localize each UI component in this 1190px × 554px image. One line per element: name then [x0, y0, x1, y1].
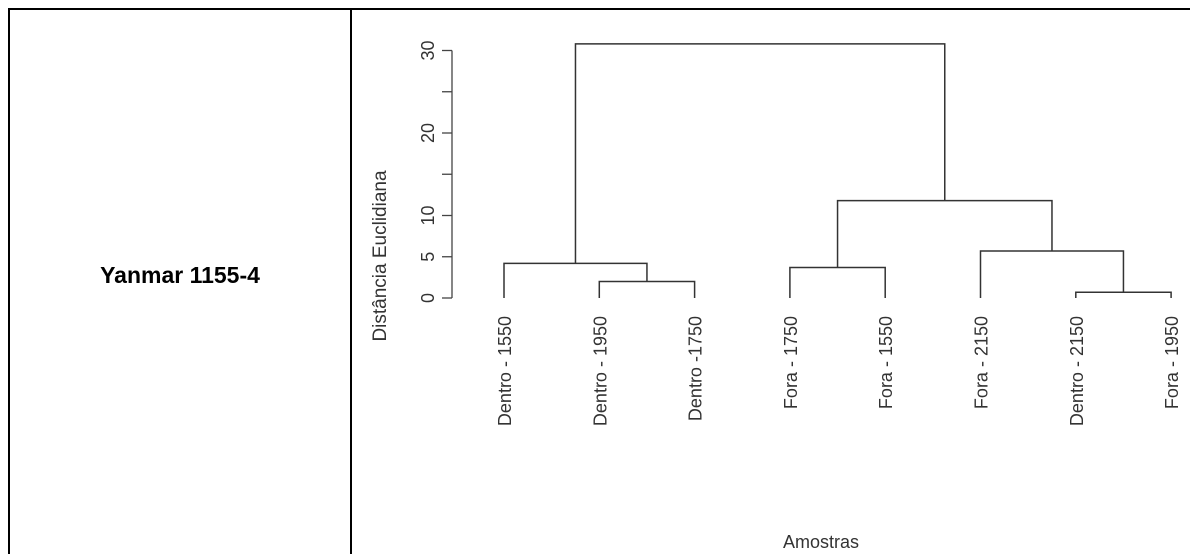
y-axis-label: Distância Euclidiana — [370, 170, 391, 342]
leaf-label: Dentro - 1950 — [590, 316, 610, 426]
leaf-label: Dentro - 1550 — [495, 316, 515, 426]
leaf-label: Dentro - 2150 — [1067, 316, 1087, 426]
y-tick-label: 30 — [418, 40, 438, 60]
table-border-left — [8, 8, 10, 554]
leaf-label: Fora - 1950 — [1162, 316, 1182, 409]
table-border-top — [8, 8, 1190, 10]
table-border-middle — [350, 8, 352, 554]
dendrogram-link — [574, 43, 946, 264]
y-tick-label: 10 — [418, 205, 438, 225]
dendrogram-link — [503, 262, 648, 298]
leaf-label: Fora - 2150 — [972, 316, 992, 409]
dendrogram-link — [789, 266, 886, 298]
leaf-label: Dentro -1750 — [686, 316, 706, 421]
y-tick-label: 0 — [418, 293, 438, 303]
leaf-label: Fora - 1550 — [876, 316, 896, 409]
dendrogram-tree — [503, 43, 1172, 298]
y-axis: 0 5 10 20 30 — [418, 40, 453, 303]
dendrogram-link — [598, 280, 696, 298]
dendrogram-link — [1075, 291, 1172, 298]
dendrogram-link — [979, 250, 1125, 298]
dendrogram-link — [836, 199, 1053, 268]
leaf-labels: Dentro - 1550 Dentro - 1950 Dentro -1750 Fo… — [495, 316, 1182, 426]
row-label: Yanmar 1155-4 — [100, 262, 260, 288]
y-tick-label: 20 — [418, 123, 438, 143]
y-tick-label: 5 — [418, 252, 438, 262]
leaf-label: Fora - 1750 — [781, 316, 801, 409]
x-axis-label: Amostras — [783, 532, 859, 552]
